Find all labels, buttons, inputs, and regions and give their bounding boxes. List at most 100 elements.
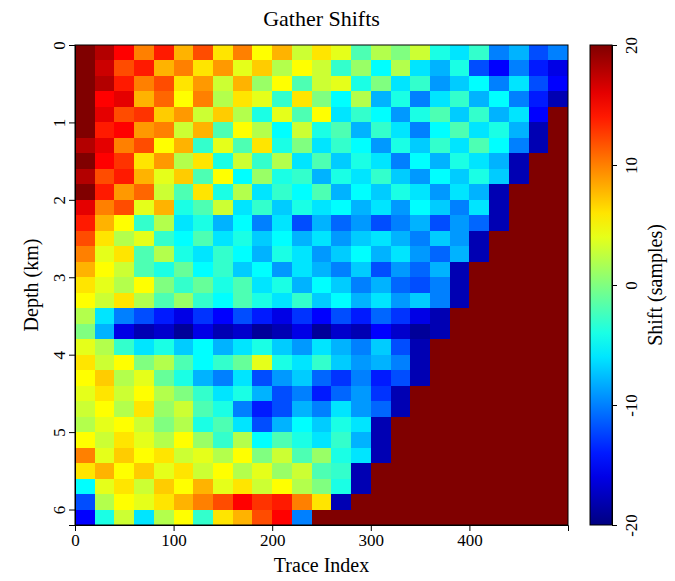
heatmap-cell xyxy=(548,355,568,371)
heatmap-cell xyxy=(272,184,292,200)
heatmap-cell xyxy=(529,448,549,464)
heatmap-cell xyxy=(489,231,509,247)
heatmap-cell xyxy=(154,153,174,169)
heatmap-cell xyxy=(430,153,450,169)
heatmap-cell xyxy=(430,401,450,417)
heatmap-cell xyxy=(469,60,489,76)
heatmap-cell xyxy=(272,479,292,495)
heatmap-cell xyxy=(272,76,292,92)
heatmap-cell xyxy=(450,153,470,169)
heatmap-cell xyxy=(430,277,450,293)
heatmap-cell xyxy=(233,184,253,200)
heatmap-cell xyxy=(509,494,529,510)
heatmap-cell xyxy=(371,494,391,510)
heatmap-cell xyxy=(391,510,411,525)
heatmap-cell xyxy=(272,60,292,76)
heatmap-cell xyxy=(174,401,194,417)
heatmap-cell xyxy=(529,215,549,231)
colorbar-tick-mark xyxy=(612,525,617,526)
heatmap-cell xyxy=(134,510,154,525)
heatmap-cell xyxy=(114,76,134,92)
colorbar-axis-line xyxy=(613,46,618,526)
heatmap-cell xyxy=(114,432,134,448)
heatmap-cell xyxy=(292,122,312,138)
heatmap-cell xyxy=(391,308,411,324)
heatmap-cell xyxy=(351,122,371,138)
heatmap-cell xyxy=(391,231,411,247)
heatmap-cell xyxy=(331,479,351,495)
heatmap-cell xyxy=(410,324,430,340)
heatmap-cell xyxy=(292,277,312,293)
heatmap-cell xyxy=(114,293,134,309)
heatmap-cell xyxy=(75,494,95,510)
heatmap-cell xyxy=(95,107,115,123)
heatmap-cell xyxy=(95,432,115,448)
heatmap-cell xyxy=(233,246,253,262)
heatmap-cell xyxy=(252,324,272,340)
heatmap-cell xyxy=(114,277,134,293)
heatmap-cell xyxy=(252,231,272,247)
heatmap-cell xyxy=(410,479,430,495)
heatmap-cell xyxy=(410,370,430,386)
y-tick: 3 xyxy=(50,274,75,283)
heatmap-cell xyxy=(134,308,154,324)
heatmap-cell xyxy=(410,339,430,355)
heatmap-cell xyxy=(75,138,95,154)
heatmap-cell xyxy=(213,417,233,433)
heatmap-cell xyxy=(114,45,134,61)
heatmap-cell xyxy=(233,479,253,495)
heatmap-cell xyxy=(154,60,174,76)
heatmap-cell xyxy=(509,60,529,76)
heatmap-cell xyxy=(75,184,95,200)
heatmap-cell xyxy=(450,122,470,138)
heatmap-cell xyxy=(233,215,253,231)
heatmap-cell xyxy=(114,448,134,464)
heatmap-cell xyxy=(272,277,292,293)
heatmap-cell xyxy=(95,355,115,371)
heatmap-cell xyxy=(272,262,292,278)
heatmap-cell xyxy=(351,246,371,262)
heatmap-cell xyxy=(252,107,272,123)
heatmap-cell xyxy=(252,200,272,216)
heatmap-cell xyxy=(174,432,194,448)
heatmap-cell xyxy=(509,107,529,123)
heatmap-cell xyxy=(272,370,292,386)
heatmap-cell xyxy=(489,417,509,433)
x-tick: 400 xyxy=(457,525,483,550)
heatmap-cell xyxy=(391,169,411,185)
heatmap-cell xyxy=(312,91,332,107)
heatmap-cell xyxy=(331,246,351,262)
heatmap-cell xyxy=(469,494,489,510)
heatmap-cell xyxy=(391,324,411,340)
heatmap-cell xyxy=(312,138,332,154)
heatmap-cell xyxy=(134,200,154,216)
heatmap-cell xyxy=(312,324,332,340)
heatmap-cell xyxy=(469,107,489,123)
heatmap-cell xyxy=(469,510,489,525)
heatmap-cell xyxy=(193,293,213,309)
heatmap-cell xyxy=(292,308,312,324)
heatmap-cell xyxy=(548,494,568,510)
heatmap-cell xyxy=(371,262,391,278)
heatmap-cell xyxy=(75,107,95,123)
heatmap-cell xyxy=(489,76,509,92)
heatmap-cell xyxy=(174,169,194,185)
heatmap-cell xyxy=(351,339,371,355)
heatmap-cell xyxy=(312,200,332,216)
heatmap-cell xyxy=(410,215,430,231)
heatmap-cell xyxy=(469,386,489,402)
heatmap-cell xyxy=(233,324,253,340)
heatmap-cell xyxy=(174,76,194,92)
colorbar-tick-label: -10 xyxy=(622,394,641,417)
heatmap-cell xyxy=(548,308,568,324)
heatmap-cell xyxy=(193,510,213,525)
heatmap-cell xyxy=(193,76,213,92)
heatmap-cell xyxy=(252,122,272,138)
heatmap-cell xyxy=(430,138,450,154)
heatmap-cell xyxy=(391,153,411,169)
heatmap-cell xyxy=(391,355,411,371)
heatmap-cell xyxy=(134,246,154,262)
heatmap-cell xyxy=(154,417,174,433)
heatmap-cell xyxy=(252,262,272,278)
heatmap-cell xyxy=(75,386,95,402)
